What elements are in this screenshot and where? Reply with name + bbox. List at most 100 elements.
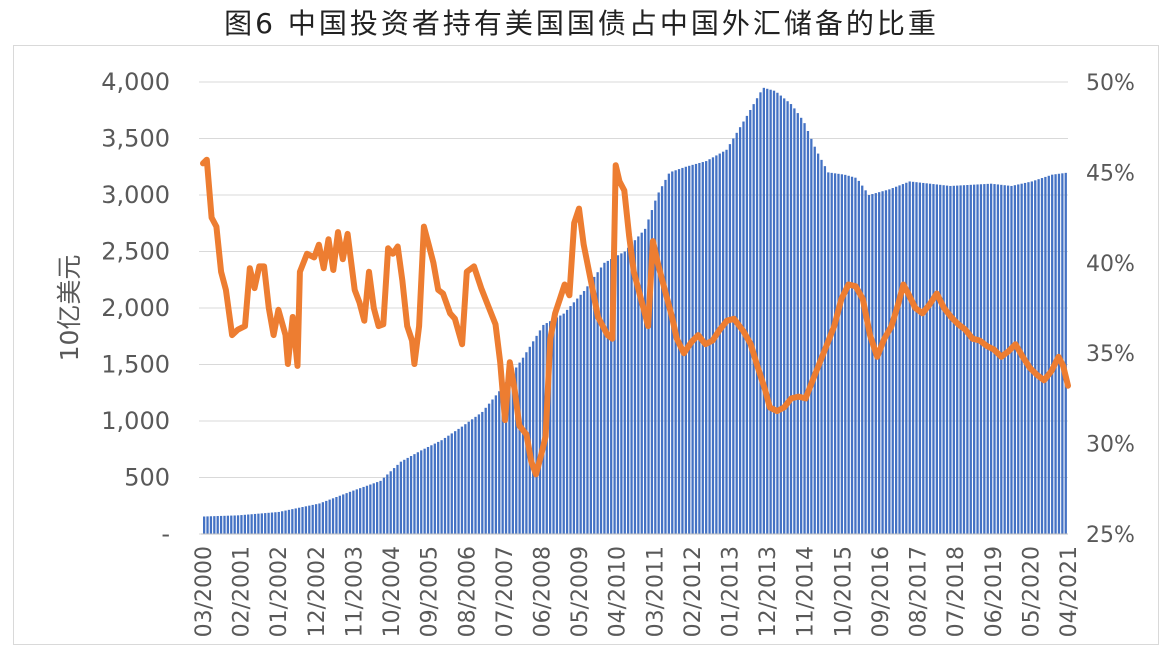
bar xyxy=(589,281,592,534)
bar xyxy=(973,184,976,534)
bar xyxy=(772,90,776,535)
y-left-tick-label: 3,500 xyxy=(101,125,170,153)
bar xyxy=(477,414,481,534)
y-left-tick-label: 3,000 xyxy=(101,181,170,209)
bar xyxy=(722,151,725,534)
bar xyxy=(816,153,820,534)
line-series xyxy=(200,156,1071,478)
bar xyxy=(874,193,877,535)
bar xyxy=(606,260,609,534)
bar xyxy=(209,516,213,534)
bar xyxy=(454,431,457,534)
y-left-tick-label: - xyxy=(161,520,170,548)
bar xyxy=(314,504,318,534)
x-tick-label: 01/2002 xyxy=(267,546,292,637)
bar xyxy=(718,153,721,534)
bar xyxy=(555,317,559,534)
bar xyxy=(236,515,240,534)
bar xyxy=(671,171,674,534)
bar xyxy=(1017,184,1020,534)
bar xyxy=(1040,178,1044,535)
bar xyxy=(460,426,464,534)
bar xyxy=(647,219,650,534)
bar xyxy=(389,471,392,534)
y-right-tick-label: 30% xyxy=(1086,433,1135,458)
bar xyxy=(287,509,291,534)
x-tick-label: 04/2021 xyxy=(1057,546,1082,637)
bar xyxy=(752,104,755,535)
bar xyxy=(783,98,786,535)
x-tick-label: 06/2008 xyxy=(530,546,555,637)
bar xyxy=(372,483,375,534)
bar xyxy=(691,164,694,535)
bar xyxy=(759,92,762,534)
bar xyxy=(1030,181,1033,534)
bar xyxy=(935,184,938,534)
bar xyxy=(996,184,1000,534)
bar xyxy=(260,513,263,534)
y-right-tick-label: 25% xyxy=(1086,523,1135,548)
bar xyxy=(532,341,535,534)
y-left-tick-label: 2,500 xyxy=(101,238,170,266)
bar xyxy=(1034,180,1037,534)
bar xyxy=(806,131,810,534)
bar xyxy=(562,313,565,534)
bar xyxy=(501,387,504,534)
bar xyxy=(579,294,582,534)
bar xyxy=(277,511,280,534)
bar xyxy=(382,477,386,534)
bar xyxy=(281,511,284,534)
bar xyxy=(518,362,521,534)
bar xyxy=(437,441,440,534)
bar xyxy=(603,262,606,534)
bar xyxy=(399,461,403,534)
bar xyxy=(908,181,911,534)
bar xyxy=(762,87,765,534)
bar xyxy=(328,499,331,534)
bar xyxy=(711,157,715,534)
bar xyxy=(779,95,782,534)
bar xyxy=(253,513,257,534)
bar xyxy=(413,454,416,534)
bar xyxy=(677,169,681,534)
bar xyxy=(392,468,396,534)
y-axis-label: 10亿美元 xyxy=(55,255,84,362)
bar xyxy=(355,489,358,534)
bar xyxy=(559,315,562,534)
bar xyxy=(627,247,630,534)
bar xyxy=(352,490,355,534)
bar xyxy=(701,162,704,535)
bar xyxy=(613,257,616,534)
bar xyxy=(1044,176,1047,535)
bar xyxy=(430,445,433,534)
bar xyxy=(270,512,274,534)
bar xyxy=(491,399,494,534)
bar xyxy=(755,98,759,534)
bar xyxy=(728,144,732,534)
bar xyxy=(705,161,708,534)
bar xyxy=(247,514,250,534)
bar xyxy=(569,306,572,534)
x-tick-label: 08/2017 xyxy=(907,546,932,637)
bar xyxy=(311,504,314,534)
bar xyxy=(976,184,979,534)
bar xyxy=(694,163,698,535)
bar xyxy=(820,159,823,534)
bar xyxy=(304,506,308,534)
bar xyxy=(450,433,453,534)
bar xyxy=(864,190,867,534)
bar xyxy=(949,185,952,534)
bar xyxy=(470,419,474,534)
bar xyxy=(586,286,589,534)
bar xyxy=(1064,172,1067,535)
bar xyxy=(884,190,888,535)
bar-series xyxy=(203,87,1067,535)
bar xyxy=(396,464,399,534)
bar xyxy=(732,138,735,535)
bar xyxy=(433,443,436,534)
x-tick-label: 03/2011 xyxy=(643,546,668,637)
bar xyxy=(725,149,728,534)
bar xyxy=(365,485,369,534)
bar xyxy=(403,459,406,534)
